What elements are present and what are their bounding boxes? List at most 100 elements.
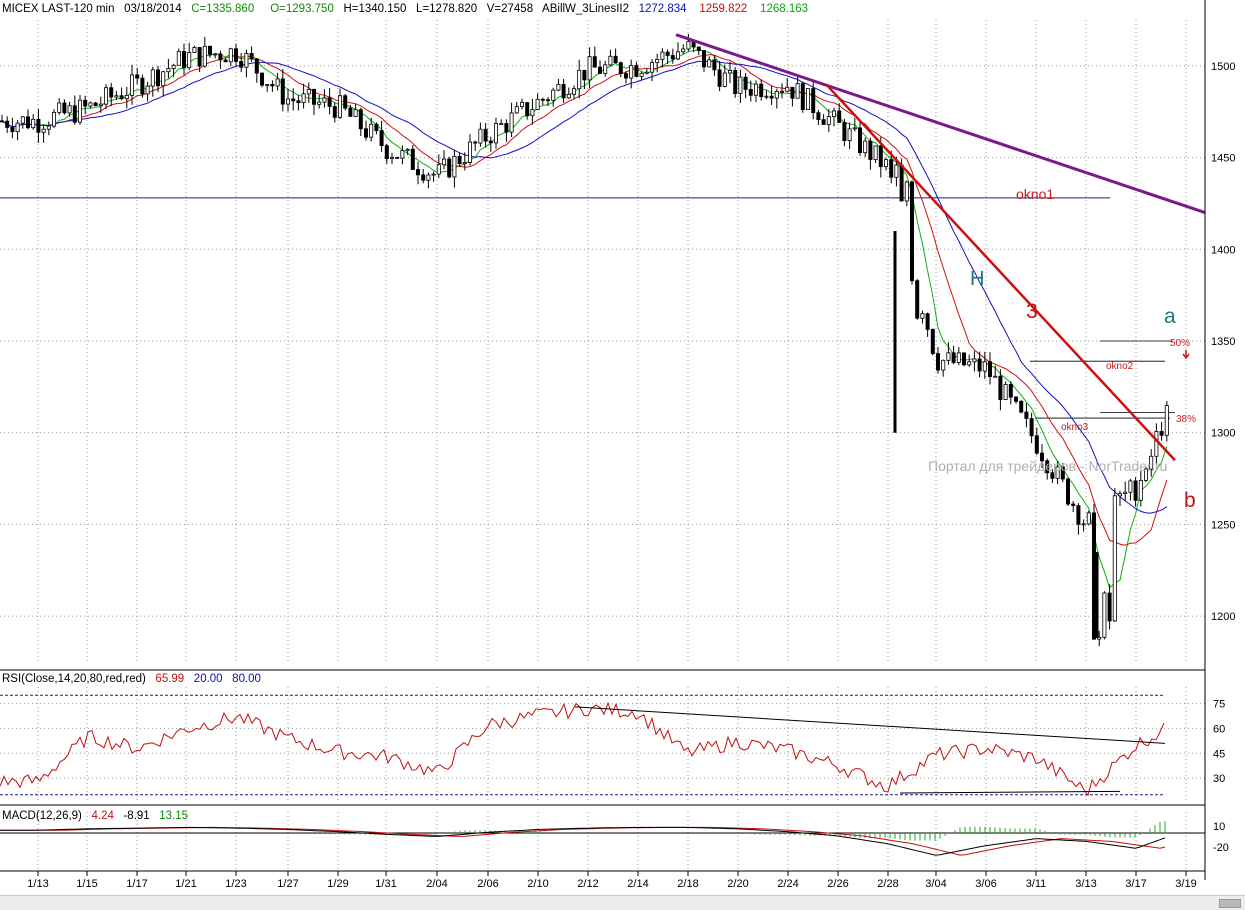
candle-body bbox=[816, 112, 821, 121]
macd-value-1: 4.24 bbox=[91, 810, 114, 822]
blue-ma-line bbox=[1, 60, 1168, 514]
candle-body bbox=[83, 99, 88, 107]
candle-body bbox=[389, 156, 394, 159]
candle-body bbox=[244, 53, 249, 68]
candle-body bbox=[868, 140, 873, 160]
candle-body bbox=[109, 87, 114, 98]
candle-body bbox=[993, 375, 998, 378]
candle-body bbox=[733, 70, 738, 94]
candle-body bbox=[603, 64, 608, 74]
fib-50-label: 50% bbox=[1170, 338, 1190, 349]
red-ma-line bbox=[1, 54, 1168, 546]
candle-body bbox=[660, 51, 665, 60]
price-grid bbox=[0, 20, 1205, 662]
candle-body bbox=[348, 107, 353, 117]
candle-body bbox=[239, 61, 244, 68]
candle-body bbox=[192, 47, 197, 53]
candle-body bbox=[982, 361, 987, 372]
candle-body bbox=[119, 95, 124, 100]
candle-body bbox=[894, 164, 899, 178]
candle-body bbox=[499, 123, 504, 125]
x-tick-label: 1/27 bbox=[277, 878, 298, 890]
candle-body bbox=[187, 52, 192, 69]
x-tick-label: 3/19 bbox=[1175, 878, 1196, 890]
candle-body bbox=[655, 59, 660, 63]
candle-body bbox=[467, 141, 472, 163]
candle-body bbox=[780, 90, 785, 93]
candle-body bbox=[514, 106, 519, 114]
price-tick-label: 1200 bbox=[1211, 611, 1235, 623]
candle-body bbox=[587, 56, 592, 81]
macd-label: MACD(12,26,9) bbox=[2, 810, 82, 822]
candle-body bbox=[124, 94, 129, 100]
candle-body bbox=[608, 55, 613, 66]
candle-body bbox=[1086, 512, 1091, 525]
candle-body bbox=[722, 72, 727, 87]
candle-body bbox=[52, 111, 57, 127]
horizontal-scrollbar[interactable] bbox=[0, 895, 1245, 910]
candle-body bbox=[67, 105, 72, 114]
candle-body bbox=[696, 46, 701, 51]
candle-body bbox=[171, 64, 176, 69]
fib-38-label: 38% bbox=[1176, 414, 1196, 425]
candle-body bbox=[343, 95, 348, 109]
candle-body bbox=[285, 98, 290, 105]
candle-body bbox=[759, 83, 764, 97]
candle-body bbox=[1050, 472, 1055, 479]
wave-b-label: b bbox=[1184, 489, 1196, 512]
rsi-grid bbox=[0, 687, 1205, 803]
candle-body bbox=[1055, 466, 1060, 479]
macd-header: MACD(12,26,9) 4.24 -8.91 13.15 bbox=[2, 810, 188, 823]
low-value: L=1278.820 bbox=[416, 3, 478, 15]
candle-body bbox=[452, 155, 457, 178]
wave-3-label: 3 bbox=[1026, 300, 1038, 323]
candle-body bbox=[712, 59, 717, 71]
macd-line bbox=[0, 826, 1166, 856]
candle-body bbox=[1159, 431, 1164, 436]
candle-body bbox=[878, 145, 883, 168]
rsi-header: RSI(Close,14,20,80,red,red) 65.99 20.00 … bbox=[2, 673, 261, 686]
down-arrow-icon bbox=[1182, 350, 1190, 360]
candle-body bbox=[598, 66, 603, 74]
scrollbar-thumb[interactable] bbox=[1219, 899, 1241, 908]
candle-body bbox=[259, 72, 264, 86]
candle-body bbox=[639, 72, 644, 77]
candle-body bbox=[509, 112, 514, 133]
candle-body bbox=[36, 118, 41, 133]
candle-body bbox=[811, 88, 816, 114]
candle-body bbox=[311, 89, 316, 105]
candle-body bbox=[363, 128, 368, 138]
candle-body bbox=[717, 69, 722, 87]
candle-body bbox=[280, 78, 285, 105]
guide-lines bbox=[0, 197, 1175, 419]
rsi-resistance-line bbox=[574, 706, 1166, 744]
candle-body bbox=[265, 84, 270, 86]
candle-body bbox=[535, 98, 540, 111]
candle-body bbox=[707, 59, 712, 68]
candle-body bbox=[135, 74, 140, 79]
macd-tick-label: 10 bbox=[1213, 821, 1225, 833]
candle-body bbox=[150, 69, 155, 87]
candle-body bbox=[46, 125, 51, 130]
candle-body bbox=[998, 375, 1003, 400]
candle-body bbox=[806, 88, 811, 110]
x-tick-label: 1/17 bbox=[126, 878, 147, 890]
candle-body bbox=[790, 86, 795, 99]
candle-body bbox=[1123, 491, 1128, 495]
candle-body bbox=[1008, 383, 1013, 398]
candle-body bbox=[10, 127, 15, 133]
x-tick-label: 2/26 bbox=[827, 878, 848, 890]
candle-body bbox=[800, 83, 805, 110]
candle-body bbox=[98, 103, 103, 107]
candle-body bbox=[306, 89, 311, 95]
close-value: C=1335.860 bbox=[191, 3, 255, 15]
candle-body bbox=[728, 70, 733, 74]
rsi-tick-label: 45 bbox=[1213, 748, 1225, 760]
candle-body bbox=[785, 86, 790, 92]
candle-body bbox=[556, 83, 561, 91]
candle-body bbox=[613, 55, 618, 64]
candle-body bbox=[181, 51, 186, 69]
candle-body bbox=[31, 118, 36, 129]
candle-body bbox=[967, 361, 972, 366]
candle-body bbox=[337, 95, 342, 118]
